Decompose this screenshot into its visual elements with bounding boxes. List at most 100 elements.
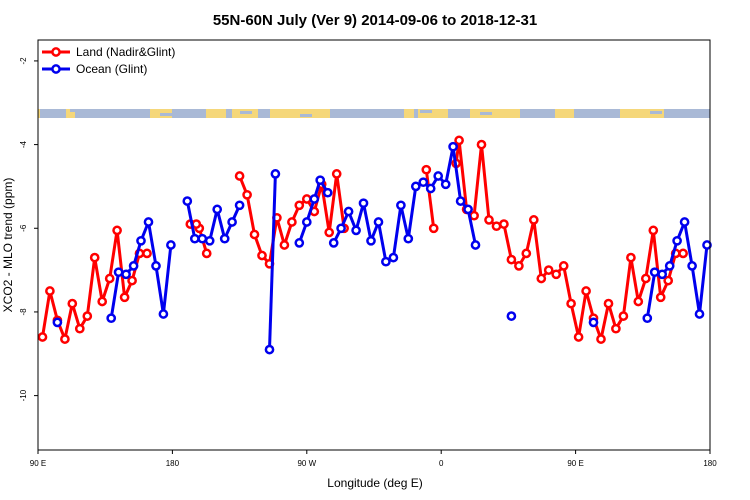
data-point: [37, 332, 48, 342]
data-point: [491, 221, 502, 232]
data-point: [142, 248, 152, 259]
data-point: [212, 204, 223, 215]
data-point: [558, 261, 569, 271]
data-point: [227, 217, 237, 227]
data-point: [611, 323, 621, 334]
data-point: [52, 317, 63, 328]
data-point: [642, 313, 653, 324]
data-point: [679, 217, 690, 227]
data-point: [189, 233, 200, 244]
data-point: [633, 296, 644, 307]
mask-ocean-segment: [300, 114, 312, 117]
data-point: [381, 256, 391, 267]
mask-ocean-segment: [226, 109, 232, 118]
data-point: [336, 223, 346, 234]
data-point: [581, 286, 591, 296]
data-point: [655, 292, 666, 303]
data-point: [694, 309, 705, 319]
data-point: [74, 323, 85, 334]
data-point: [309, 194, 320, 204]
data-point: [242, 189, 252, 200]
data-point: [521, 248, 532, 259]
mask-ocean-segment: [540, 109, 552, 112]
data-point: [234, 171, 245, 181]
x-tick-label: 90 E: [30, 459, 46, 468]
data-point: [440, 179, 451, 190]
data-point: [648, 225, 659, 236]
mask-ocean-segment: [574, 109, 620, 118]
legend-marker: [51, 47, 61, 57]
data-point: [270, 169, 281, 179]
data-point: [322, 187, 333, 198]
y-axis-label: XCO2 - MLO trend (ppm): [1, 178, 15, 313]
series-ocean: [52, 141, 712, 355]
data-point: [506, 254, 517, 265]
data-point: [618, 311, 629, 321]
legend-marker: [51, 64, 61, 74]
data-point: [89, 252, 100, 263]
data-point: [219, 233, 230, 244]
mask-ocean-segment: [664, 109, 710, 118]
mask-ocean-segment: [520, 109, 555, 118]
data-point: [664, 261, 675, 271]
data-point: [702, 240, 712, 250]
legend-label: Ocean (Glint): [76, 62, 147, 76]
x-tick-label: 0: [439, 459, 444, 468]
data-point: [410, 181, 421, 192]
data-point: [454, 135, 464, 146]
data-point: [421, 164, 432, 175]
mask-ocean-segment: [690, 114, 702, 117]
data-point: [294, 200, 305, 211]
data-point: [351, 225, 361, 236]
data-point: [113, 267, 124, 278]
data-point: [469, 210, 479, 221]
series-line: [424, 169, 436, 229]
land-ocean-mask-strip: [38, 109, 710, 118]
data-point: [672, 235, 682, 246]
data-point: [249, 229, 260, 240]
data-point: [514, 261, 524, 271]
data-point: [97, 296, 108, 307]
x-tick-label: 180: [703, 459, 717, 468]
y-tick-label: -4: [19, 140, 28, 148]
mask-ocean-segment: [70, 109, 82, 112]
data-point: [315, 175, 326, 186]
data-point: [67, 298, 78, 309]
data-point: [143, 217, 154, 227]
mask-ocean-segment: [480, 112, 492, 115]
data-point: [158, 309, 169, 319]
x-tick-label: 90 W: [297, 459, 316, 468]
data-point: [403, 233, 414, 244]
data-point: [428, 223, 439, 234]
data-point: [566, 298, 576, 309]
mask-ocean-segment: [160, 113, 172, 116]
data-point: [106, 313, 117, 324]
x-axis-label: Longitude (deg E): [327, 476, 422, 490]
data-point: [264, 344, 275, 355]
data-point: [433, 171, 444, 181]
data-point: [166, 240, 176, 250]
mask-ocean-segment: [40, 109, 66, 118]
mask-ocean-segment: [420, 110, 432, 113]
mask-ocean-segment: [172, 109, 206, 118]
series-layer: [37, 135, 712, 355]
data-point: [528, 215, 539, 225]
mask-ocean-segment: [330, 109, 404, 118]
data-point: [596, 334, 606, 344]
data-point: [151, 261, 161, 271]
data-point: [331, 169, 342, 179]
x-tick-label: 180: [166, 459, 180, 468]
data-point: [287, 217, 297, 227]
data-point: [388, 252, 399, 263]
data-point: [499, 219, 509, 229]
data-point: [127, 275, 137, 286]
data-point: [204, 235, 215, 246]
data-point: [301, 194, 312, 204]
data-point: [324, 227, 335, 238]
data-point: [573, 332, 584, 342]
data-point: [418, 177, 429, 188]
data-point: [112, 225, 122, 236]
axis-ticks: 90 E 180 90 W 0 90 E 180 -2 -4 -6 -8 -10: [19, 57, 717, 468]
data-point: [425, 183, 436, 194]
